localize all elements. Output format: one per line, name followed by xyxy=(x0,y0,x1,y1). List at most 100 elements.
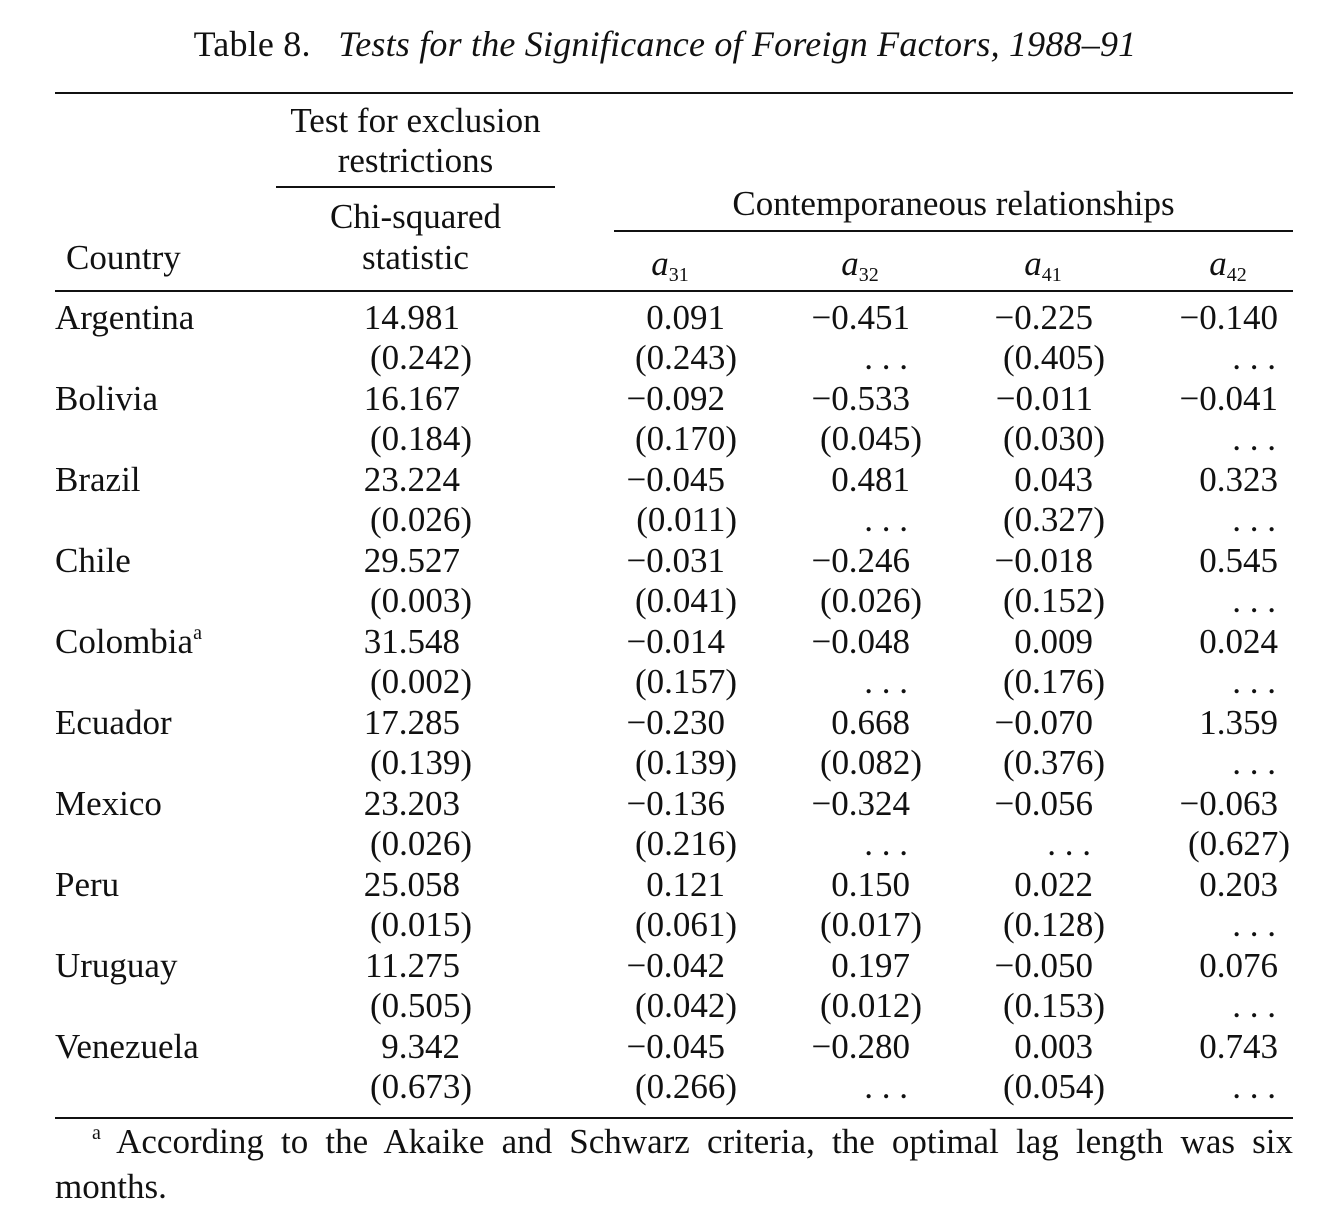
chi-significance: (0.184) xyxy=(369,419,472,458)
a32-significance: (0.082) xyxy=(819,743,922,782)
a31-value: −0.042 xyxy=(626,946,726,985)
a42-value: −0.041 xyxy=(1179,379,1279,418)
a32-header-base: a xyxy=(841,244,859,283)
a31-value: −0.045 xyxy=(626,460,726,499)
a41-significance: (0.376) xyxy=(1002,743,1105,782)
chi-value: 9.342 xyxy=(381,1027,460,1066)
a31-value: 0.121 xyxy=(646,865,725,904)
a32-value: 0.150 xyxy=(831,865,910,904)
a31-header-sub: 31 xyxy=(668,264,689,286)
country-label: Venezuela xyxy=(55,1027,199,1066)
a41-significance: (0.405) xyxy=(1002,338,1105,377)
a42-significance: . . . xyxy=(1232,338,1276,377)
a31-value: 0.091 xyxy=(646,298,725,337)
chi-significance: (0.673) xyxy=(369,1067,472,1106)
a32-value: −0.048 xyxy=(811,622,911,661)
a42-header: a42 xyxy=(1168,244,1288,289)
a41-significance: (0.030) xyxy=(1002,419,1105,458)
chi-significance: (0.505) xyxy=(369,986,472,1025)
a41-significance: (0.128) xyxy=(1002,905,1105,944)
country-name: Chile xyxy=(55,541,131,581)
a42-value: 0.203 xyxy=(1199,865,1278,904)
a32-significance: (0.017) xyxy=(819,905,922,944)
chi-significance: (0.003) xyxy=(369,581,472,620)
a32-value: −0.324 xyxy=(811,784,911,823)
chi-squared-header-line1: Chi-squared xyxy=(329,197,502,236)
a41-value: 0.003 xyxy=(1014,1027,1093,1066)
a42-significance: . . . xyxy=(1232,581,1276,620)
a31-value: −0.031 xyxy=(626,541,726,580)
a32-value: 0.197 xyxy=(831,946,910,985)
header-bottom-rule xyxy=(55,290,1293,292)
a41-value: 0.043 xyxy=(1014,460,1093,499)
country-name: Brazil xyxy=(55,460,141,500)
a31-header-base: a xyxy=(651,244,669,283)
chi-significance: (0.002) xyxy=(369,662,472,701)
a42-header-sub: 42 xyxy=(1226,264,1247,286)
country-name: Uruguay xyxy=(55,946,177,986)
a32-header-sub: 32 xyxy=(858,264,879,286)
chi-squared-header-line2: statistic xyxy=(362,238,469,277)
a32-significance: . . . xyxy=(864,500,908,539)
a41-value: −0.070 xyxy=(994,703,1094,742)
chi-significance: (0.015) xyxy=(369,905,472,944)
a32-significance: . . . xyxy=(864,824,908,863)
footnote-reference: a xyxy=(193,622,202,644)
table-caption: Tests for the Significance of Foreign Fa… xyxy=(338,24,1137,64)
country-label: Ecuador xyxy=(55,703,172,742)
chi-value: 23.224 xyxy=(363,460,460,499)
country-name: Colombiaa xyxy=(55,622,202,667)
chi-significance: (0.139) xyxy=(369,743,472,782)
footnote-text: According to the Akaike and Schwarz crit… xyxy=(55,1122,1293,1206)
a42-significance: . . . xyxy=(1232,1067,1276,1106)
exclusion-group-header-line1: Test for exclusion xyxy=(290,101,541,140)
a41-header: a41 xyxy=(983,244,1103,289)
a31-significance: (0.061) xyxy=(634,905,737,944)
a32-value: −0.280 xyxy=(811,1027,911,1066)
chi-value: 29.527 xyxy=(363,541,460,580)
a41-header-base: a xyxy=(1024,244,1042,283)
contemporaneous-group-rule xyxy=(614,230,1293,232)
country-label: Peru xyxy=(55,865,120,904)
a41-significance: (0.153) xyxy=(1002,986,1105,1025)
chi-significance: (0.026) xyxy=(369,500,472,539)
a31-header: a31 xyxy=(610,244,730,289)
a41-value: −0.018 xyxy=(994,541,1094,580)
a32-significance: . . . xyxy=(864,662,908,701)
a32-significance: (0.026) xyxy=(819,581,922,620)
table-label: Table 8. xyxy=(193,24,311,64)
country-name: Peru xyxy=(55,865,119,905)
country-label: Colombia xyxy=(55,622,194,661)
a41-significance: . . . xyxy=(1047,824,1091,863)
a42-significance: . . . xyxy=(1232,986,1276,1025)
country-label: Uruguay xyxy=(55,946,178,985)
exclusion-group-header-line2: restrictions xyxy=(337,141,494,180)
chi-value: 14.981 xyxy=(363,298,460,337)
a42-value: −0.063 xyxy=(1179,784,1279,823)
table-title: Table 8. Tests for the Significance of F… xyxy=(0,22,1330,66)
chi-value: 11.275 xyxy=(365,946,460,985)
country-name: Bolivia xyxy=(55,379,158,419)
country-header: Country xyxy=(66,238,181,277)
a41-value: 0.009 xyxy=(1014,622,1093,661)
a42-value: −0.140 xyxy=(1179,298,1279,337)
a32-header: a32 xyxy=(800,244,920,289)
a31-value: −0.230 xyxy=(626,703,726,742)
chi-value: 25.058 xyxy=(363,865,460,904)
a31-value: −0.045 xyxy=(626,1027,726,1066)
a31-value: −0.136 xyxy=(626,784,726,823)
a41-value: −0.011 xyxy=(995,379,1093,418)
a42-value: 0.743 xyxy=(1199,1027,1278,1066)
a42-value: 0.076 xyxy=(1199,946,1278,985)
a42-value: 0.545 xyxy=(1199,541,1278,580)
a42-significance: . . . xyxy=(1232,743,1276,782)
a42-value: 1.359 xyxy=(1199,703,1278,742)
chi-value: 31.548 xyxy=(363,622,460,661)
a31-value: −0.014 xyxy=(626,622,726,661)
a42-significance: (0.627) xyxy=(1187,824,1290,863)
a42-significance: . . . xyxy=(1232,662,1276,701)
a32-value: 0.481 xyxy=(831,460,910,499)
a42-value: 0.024 xyxy=(1199,622,1278,661)
a41-value: −0.056 xyxy=(994,784,1094,823)
